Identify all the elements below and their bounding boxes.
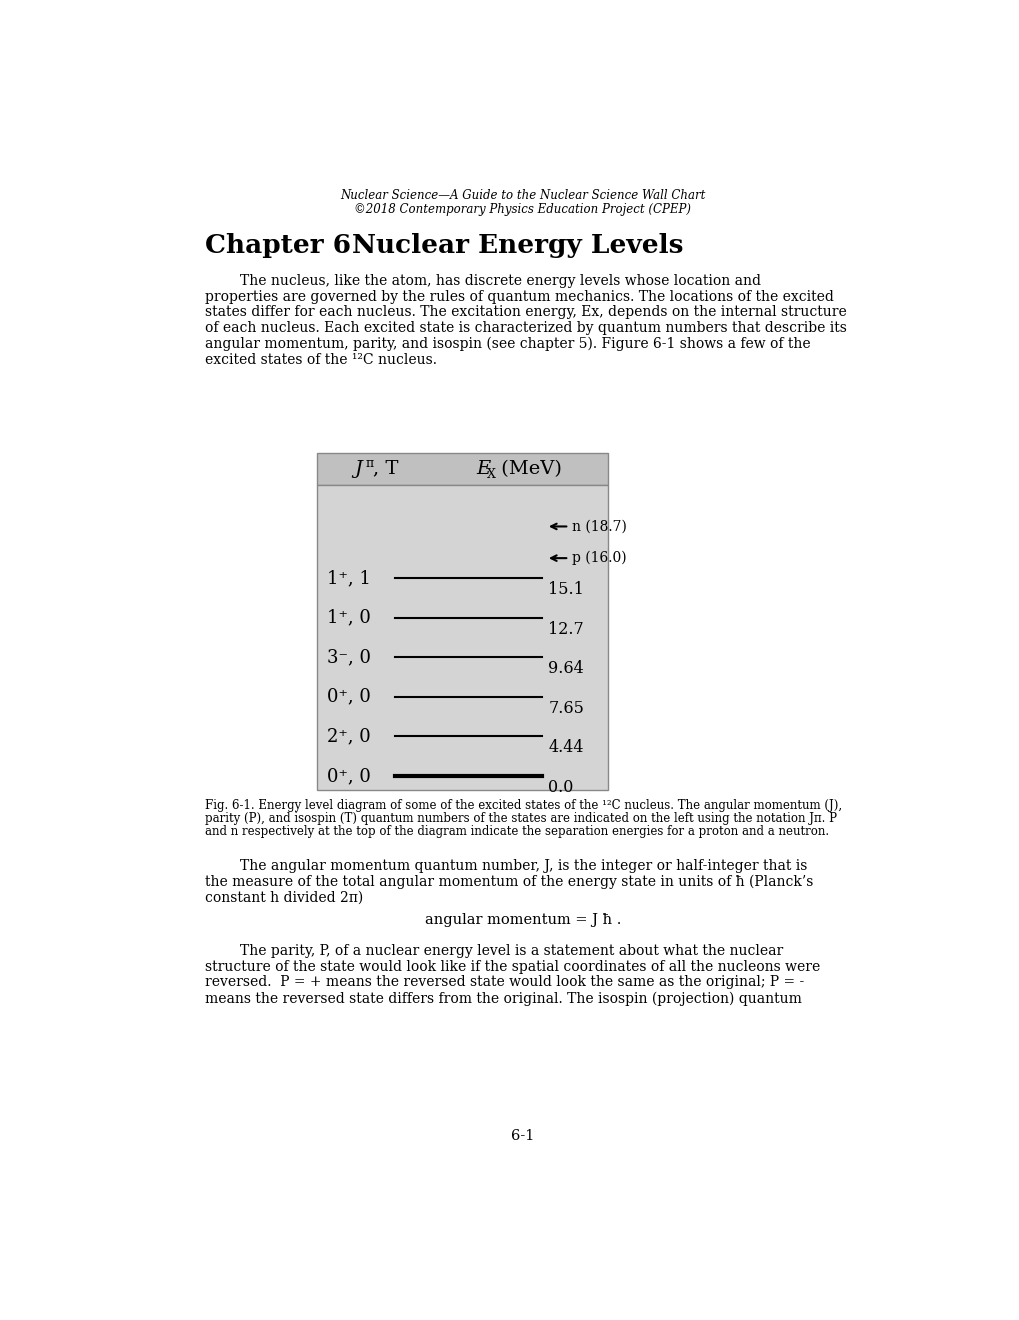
- Text: 6-1: 6-1: [511, 1130, 534, 1143]
- Text: J: J: [355, 459, 362, 478]
- Text: 9.64: 9.64: [548, 660, 584, 677]
- Bar: [317, 453, 607, 484]
- Text: 0⁺, 0: 0⁺, 0: [326, 767, 370, 785]
- Text: 0.0: 0.0: [548, 779, 573, 796]
- Text: means the reversed state differs from the original. The isospin (projection) qua: means the reversed state differs from th…: [205, 991, 801, 1006]
- Text: angular momentum, parity, and isospin (see chapter 5). Figure 6-1 shows a few of: angular momentum, parity, and isospin (s…: [205, 337, 810, 351]
- Text: structure of the state would look like if the spatial coordinates of all the nuc: structure of the state would look like i…: [205, 960, 819, 974]
- Bar: [317, 484, 607, 789]
- Text: excited states of the ¹²C nucleus.: excited states of the ¹²C nucleus.: [205, 352, 436, 367]
- Text: Nuclear Energy Levels: Nuclear Energy Levels: [352, 232, 683, 257]
- Text: π: π: [365, 457, 373, 470]
- Text: The nucleus, like the atom, has discrete energy levels whose location and: The nucleus, like the atom, has discrete…: [205, 275, 760, 288]
- Text: 4.44: 4.44: [548, 739, 583, 756]
- Text: 2⁺, 0: 2⁺, 0: [326, 727, 370, 746]
- Text: 12.7: 12.7: [548, 620, 584, 638]
- Text: states differ for each nucleus. The excitation energy, Ex, depends on the intern: states differ for each nucleus. The exci…: [205, 305, 846, 319]
- Text: properties are governed by the rules of quantum mechanics. The locations of the : properties are governed by the rules of …: [205, 289, 834, 304]
- Text: 1⁺, 1: 1⁺, 1: [326, 569, 370, 587]
- Text: 15.1: 15.1: [548, 581, 584, 598]
- Text: of each nucleus. Each excited state is characterized by quantum numbers that des: of each nucleus. Each excited state is c…: [205, 321, 846, 335]
- Text: angular momentum = J ħ .: angular momentum = J ħ .: [424, 913, 621, 927]
- Text: 7.65: 7.65: [548, 700, 584, 717]
- Text: constant h divided 2π): constant h divided 2π): [205, 891, 363, 904]
- Text: , T: , T: [373, 459, 398, 478]
- Text: the measure of the total angular momentum of the energy state in units of ħ (Pla: the measure of the total angular momentu…: [205, 875, 812, 890]
- Text: Chapter 6: Chapter 6: [205, 232, 351, 257]
- Text: n (18.7): n (18.7): [572, 520, 627, 533]
- Text: Nuclear Science—A Guide to the Nuclear Science Wall Chart: Nuclear Science—A Guide to the Nuclear S…: [339, 189, 705, 202]
- Text: p (16.0): p (16.0): [572, 550, 627, 565]
- Text: 0⁺, 0: 0⁺, 0: [326, 688, 370, 706]
- Text: 1⁺, 0: 1⁺, 0: [326, 609, 370, 627]
- Text: parity (P), and isospin (T) quantum numbers of the states are indicated on the l: parity (P), and isospin (T) quantum numb…: [205, 812, 837, 825]
- Text: X: X: [487, 467, 495, 480]
- Text: The angular momentum quantum number, J, is the integer or half-integer that is: The angular momentum quantum number, J, …: [205, 859, 807, 873]
- Text: The parity, P, of a nuclear energy level is a statement about what the nuclear: The parity, P, of a nuclear energy level…: [205, 944, 783, 958]
- Text: ©2018 Contemporary Physics Education Project (CPEP): ©2018 Contemporary Physics Education Pro…: [354, 203, 691, 215]
- Text: Fig. 6-1. Energy level diagram of some of the excited states of the ¹²C nucleus.: Fig. 6-1. Energy level diagram of some o…: [205, 799, 842, 812]
- Text: E: E: [476, 459, 490, 478]
- Text: 3⁻, 0: 3⁻, 0: [326, 648, 370, 667]
- Text: (MeV): (MeV): [494, 459, 561, 478]
- Text: reversed.  P = + means the reversed state would look the same as the original; P: reversed. P = + means the reversed state…: [205, 975, 803, 990]
- Text: and n respectively at the top of the diagram indicate the separation energies fo: and n respectively at the top of the dia…: [205, 825, 828, 838]
